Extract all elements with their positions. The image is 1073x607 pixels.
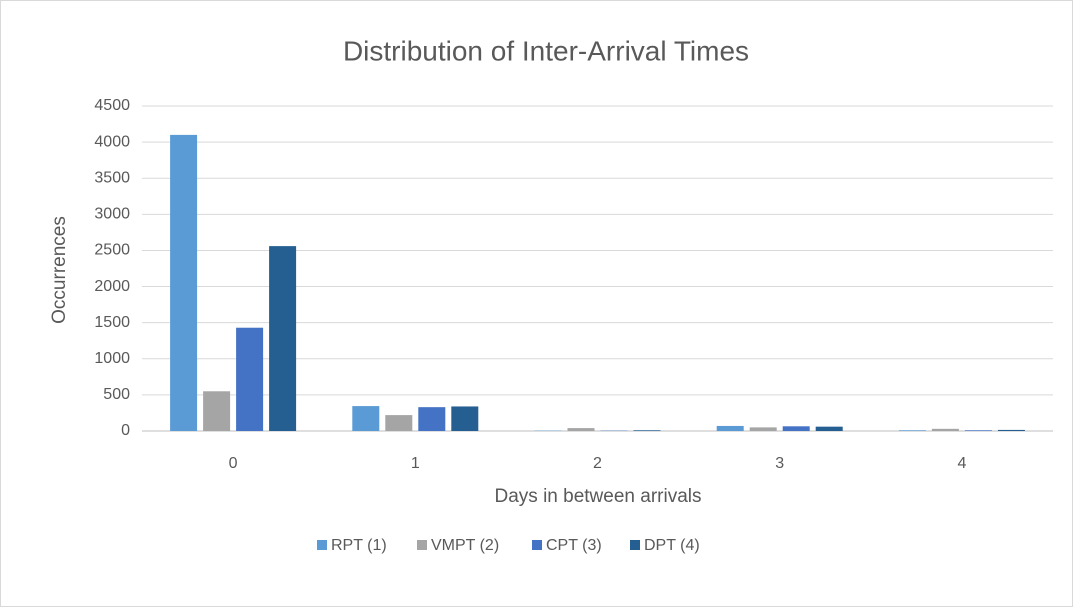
y-tick-label: 4500 (94, 97, 130, 114)
x-tick-label: 0 (229, 455, 238, 472)
bar (203, 391, 231, 431)
bar (633, 430, 661, 431)
x-tick-label: 4 (957, 455, 966, 472)
legend-label: CPT (3) (546, 537, 602, 554)
legend-label: VMPT (2) (431, 537, 499, 554)
bar (269, 246, 297, 431)
bar (997, 429, 1025, 431)
legend-swatch (630, 540, 640, 550)
y-tick-label: 1500 (94, 314, 130, 331)
bar (170, 134, 198, 431)
y-tick-label: 1000 (94, 350, 130, 367)
y-tick-label: 500 (103, 386, 130, 403)
y-tick-label: 3000 (94, 206, 130, 223)
bar (385, 415, 413, 431)
y-tick-label: 4000 (94, 133, 130, 150)
y-axis-label: Occurrences (49, 216, 70, 324)
bar (898, 430, 926, 431)
x-tick-label: 2 (593, 455, 602, 472)
y-tick-label: 2500 (94, 242, 130, 259)
x-axis-label: Days in between arrivals (495, 486, 702, 507)
bar (815, 426, 843, 431)
bar (782, 426, 810, 431)
y-tick-label: 3500 (94, 169, 130, 186)
legend-swatch (317, 540, 327, 550)
bar (352, 406, 380, 431)
legend-swatch (532, 540, 542, 550)
x-tick-label: 3 (775, 455, 784, 472)
legend-swatch (417, 540, 427, 550)
x-tick-label: 1 (411, 455, 420, 472)
bar (931, 428, 959, 431)
y-tick-label: 2000 (94, 278, 130, 295)
y-tick-label: 0 (121, 422, 130, 439)
bar (964, 430, 992, 431)
bar (451, 406, 479, 431)
bar (716, 425, 744, 431)
chart-title: Distribution of Inter-Arrival Times (343, 35, 749, 66)
bar (567, 428, 595, 431)
legend-label: RPT (1) (331, 537, 387, 554)
bar (418, 407, 446, 431)
bar (236, 327, 264, 431)
legend-label: DPT (4) (644, 537, 700, 554)
bar (749, 427, 777, 431)
